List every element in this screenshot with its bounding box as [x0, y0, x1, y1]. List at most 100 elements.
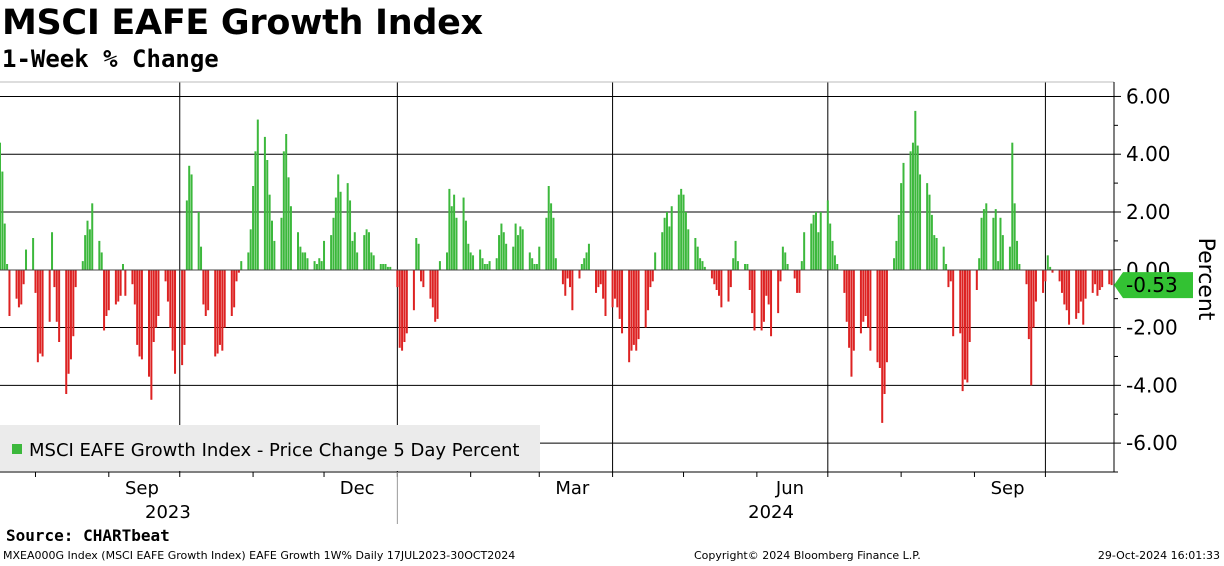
bar-negative [105, 269, 108, 316]
bar-positive [469, 252, 472, 270]
bar-positive [386, 266, 389, 270]
x-month-label: Sep [125, 478, 159, 499]
y-tick-label: -2.00 [1126, 316, 1178, 340]
bar-positive [268, 194, 271, 270]
bar-negative [850, 269, 853, 377]
bar-positive [909, 151, 912, 270]
bar-positive [744, 264, 747, 270]
bar-positive [701, 261, 704, 270]
bar-positive [500, 223, 503, 270]
bar-negative [103, 269, 106, 331]
bar-positive [1008, 246, 1011, 270]
bar-positive [680, 188, 683, 270]
bar-negative [36, 269, 39, 363]
bar-negative [1025, 269, 1028, 285]
bar-negative [1110, 269, 1113, 286]
bar-negative [216, 269, 219, 354]
bar-positive [833, 255, 836, 270]
bar-negative [845, 269, 848, 322]
bar-negative [41, 269, 44, 357]
bar-negative [169, 269, 172, 328]
legend-swatch [12, 444, 22, 454]
bar-negative [1068, 269, 1071, 325]
bar-negative [715, 269, 718, 290]
chart-title: MSCI EAFE Growth Index [2, 3, 483, 43]
y-tick-label: -4.00 [1126, 373, 1178, 397]
x-axis: Sep Dec Mar Jun Sep 2023 2024 [34, 472, 1046, 524]
bar-positive [926, 183, 929, 270]
bar-positive [121, 264, 124, 270]
bar-positive [81, 261, 84, 270]
bar-positive [997, 261, 1000, 270]
bar-negative [779, 269, 782, 282]
bar-negative [202, 269, 205, 305]
bar-positive [817, 232, 820, 270]
bar-positive [273, 240, 276, 270]
bar-positive [784, 252, 787, 270]
bars-layer [0, 110, 1113, 423]
bar-positive [188, 165, 191, 270]
bar-positive [980, 217, 983, 270]
bar-positive [247, 252, 250, 270]
bar-positive [831, 240, 834, 270]
bar-positive [587, 243, 590, 270]
bar-positive [467, 243, 470, 270]
bar-negative [48, 269, 51, 322]
bar-positive [902, 162, 905, 270]
bar-negative [718, 269, 721, 296]
bar-negative [1084, 269, 1087, 299]
bar-positive [521, 229, 524, 270]
timestamp: 29-Oct-2024 16:01:33 [1097, 549, 1220, 562]
bar-positive [703, 266, 706, 270]
bar-negative [157, 269, 160, 316]
bar-negative [1091, 269, 1094, 293]
bar-positive [382, 264, 385, 270]
y-tick-label: 4.00 [1126, 142, 1171, 166]
bar-positive [814, 212, 817, 270]
bar-positive [819, 212, 822, 270]
bar-positive [580, 264, 583, 270]
bar-negative [166, 269, 169, 302]
bar-positive [462, 197, 465, 270]
bar-positive [829, 223, 832, 270]
bar-positive [935, 238, 938, 270]
bar-positive [1011, 142, 1014, 270]
bar-negative [767, 269, 770, 305]
bar-negative [1032, 269, 1035, 328]
bar-negative [412, 269, 415, 311]
bar-positive [684, 212, 687, 270]
bar-positive [810, 223, 813, 270]
bar-positive [479, 249, 482, 270]
bar-positive [781, 246, 784, 270]
bar-negative [436, 269, 439, 319]
bar-negative [616, 269, 619, 308]
bar-negative [862, 269, 865, 322]
bar-positive [982, 209, 985, 270]
bar-positive [353, 232, 356, 270]
bar-negative [561, 269, 564, 285]
bar-negative [647, 269, 650, 311]
bar-positive [367, 232, 370, 270]
bar-positive [514, 223, 517, 270]
bar-positive [585, 252, 588, 270]
bar-negative [770, 269, 773, 337]
bar-negative [959, 269, 962, 334]
bar-positive [370, 252, 373, 270]
bar-positive [803, 232, 806, 270]
bar-positive [91, 203, 94, 270]
bar-positive [263, 136, 266, 270]
bar-negative [571, 269, 574, 311]
bar-positive [498, 235, 501, 270]
bar-negative [720, 269, 723, 308]
bar-positive [453, 194, 456, 270]
bar-negative [564, 269, 567, 296]
bar-negative [1030, 269, 1033, 386]
bar-positive [1018, 264, 1021, 270]
bar-negative [55, 269, 58, 322]
bar-negative [1077, 269, 1080, 314]
bar-positive [933, 235, 936, 270]
bar-positive [554, 258, 557, 270]
bar-negative [952, 269, 955, 337]
bar-negative [1060, 269, 1063, 293]
bar-positive [800, 261, 803, 270]
